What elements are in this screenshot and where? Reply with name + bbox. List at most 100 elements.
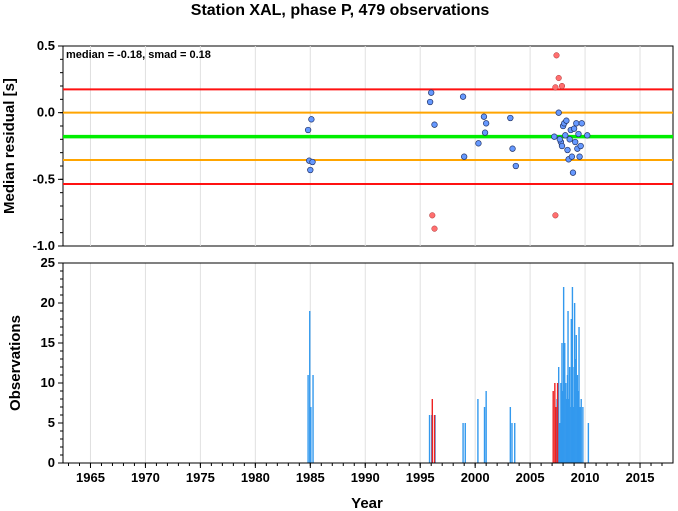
year-axis-label: Year [351, 495, 383, 511]
residual-point [431, 121, 438, 128]
y-tick-label: 25 [41, 255, 55, 270]
observation-bar [509, 407, 512, 463]
residual-point [307, 166, 314, 174]
observation-bar [580, 399, 582, 463]
residual-point [564, 146, 571, 154]
observation-bar [562, 287, 565, 463]
y-tick-label: -1.0 [33, 238, 55, 253]
x-tick-label: 2005 [516, 470, 545, 485]
residual-point [573, 120, 580, 127]
observation-bar [312, 375, 314, 463]
residual-point [575, 130, 582, 138]
outlier-point [429, 212, 436, 219]
x-tick-label: 1965 [76, 470, 105, 485]
x-tick-label: 1970 [131, 470, 160, 485]
residual-point [572, 138, 579, 146]
outlier-point [555, 74, 562, 82]
residual-point [308, 116, 315, 123]
observation-bar [477, 399, 479, 463]
y-tick-label: -0.5 [33, 171, 55, 186]
residual-point [566, 136, 573, 143]
observation-bar [514, 423, 516, 463]
chart-title: Station XAL, phase P, 479 observations [191, 2, 490, 19]
residual-point [558, 142, 566, 150]
observation-bar [564, 343, 566, 463]
residual-point [509, 145, 516, 152]
observation-bar [307, 375, 309, 463]
residual-point [578, 120, 585, 127]
outlier-bar [552, 391, 554, 463]
residual-y-axis-label: Median residual [s] [1, 78, 18, 214]
observation-bar [578, 327, 580, 463]
year-x-ticks: 1965 1970 1975 1980 1985 1990 1995 2000 2005 2010… [67, 463, 663, 485]
observation-bar [560, 383, 562, 463]
y-tick-label: 0.5 [37, 38, 55, 53]
reference-lines [63, 46, 673, 246]
outlier-bar [556, 383, 559, 463]
y-tick-label: 0 [48, 455, 55, 470]
observation-bar [565, 399, 568, 463]
outlier-point [558, 82, 566, 90]
observations-panel: 0 5 10 15 20 25 1965 1970 1975 1980 1985 1990 1995 2… [7, 255, 674, 511]
x-tick-label: 2000 [461, 470, 490, 485]
residual-point [584, 132, 591, 139]
observation-bar [557, 367, 560, 463]
observation-bar [577, 391, 579, 463]
observation-bar [483, 407, 486, 463]
residual-point [428, 89, 435, 96]
residual-point [426, 98, 434, 106]
observation-bar [310, 407, 312, 463]
residual-point [512, 162, 519, 170]
residual-point [475, 140, 482, 147]
outlier-point [552, 84, 559, 91]
residual-point [577, 142, 584, 150]
outlier-point [553, 52, 560, 59]
residual-point [459, 93, 467, 100]
residual-point [562, 132, 569, 139]
residual-point [568, 153, 576, 160]
median-smad-annotation: median = -0.18, smad = 0.18 [66, 49, 211, 61]
outlier-bar [555, 407, 557, 463]
y-tick-label: 20 [41, 295, 55, 310]
outlier-bar [554, 383, 556, 463]
x-tick-label: 1985 [296, 470, 325, 485]
x-tick-label: 2015 [626, 470, 655, 485]
x-tick-label: 1975 [186, 470, 215, 485]
observation-bar [464, 423, 466, 463]
observation-bar [462, 423, 464, 463]
residual-point [304, 126, 312, 134]
residual-point [555, 109, 562, 116]
residual-point [461, 153, 468, 160]
outlier-bar [431, 399, 433, 463]
observations-y-axis-label: Observations [7, 315, 24, 411]
residual-point [563, 117, 570, 124]
observation-bar [511, 423, 513, 463]
residual-points [304, 52, 591, 232]
observation-bar [575, 335, 577, 463]
observations-y-ticks: 0 5 10 15 20 25 [41, 255, 63, 470]
observation-bar [559, 423, 561, 463]
observations-plot-frame [62, 262, 674, 464]
y-tick-label: 5 [48, 415, 55, 430]
residual-point [551, 133, 558, 140]
residual-point [556, 136, 563, 143]
observation-bars [89, 263, 641, 463]
observation-bar [309, 311, 311, 463]
observation-bar [568, 367, 571, 463]
outlier-point [431, 225, 438, 232]
x-tick-label: 1995 [406, 470, 435, 485]
residual-y-ticks: 0.5 0.0 -0.5 -1.0 [33, 38, 63, 253]
observation-bar [567, 311, 569, 463]
observation-bar [485, 391, 487, 463]
residual-point [507, 114, 514, 122]
observation-bar [582, 407, 584, 463]
observation-bar [587, 423, 590, 463]
observation-bar [571, 287, 574, 463]
observation-bar [428, 415, 431, 463]
residual-plot-frame [62, 45, 674, 247]
x-tick-label: 1980 [241, 470, 270, 485]
y-tick-label: 0.0 [37, 105, 55, 120]
outlier-bar [433, 415, 436, 463]
residual-point [480, 113, 488, 120]
